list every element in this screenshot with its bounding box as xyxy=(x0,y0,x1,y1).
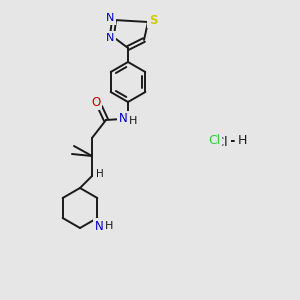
Text: H: H xyxy=(237,134,247,148)
Text: S: S xyxy=(149,14,157,26)
Text: O: O xyxy=(92,95,100,109)
Text: N: N xyxy=(106,13,114,23)
Text: H: H xyxy=(129,116,137,126)
Text: H: H xyxy=(96,169,104,179)
Text: Cl: Cl xyxy=(208,134,220,148)
Text: N: N xyxy=(95,220,104,232)
Text: N: N xyxy=(106,33,114,43)
Text: N: N xyxy=(118,112,127,125)
Text: HCl: HCl xyxy=(207,136,229,148)
Text: H: H xyxy=(105,221,113,231)
